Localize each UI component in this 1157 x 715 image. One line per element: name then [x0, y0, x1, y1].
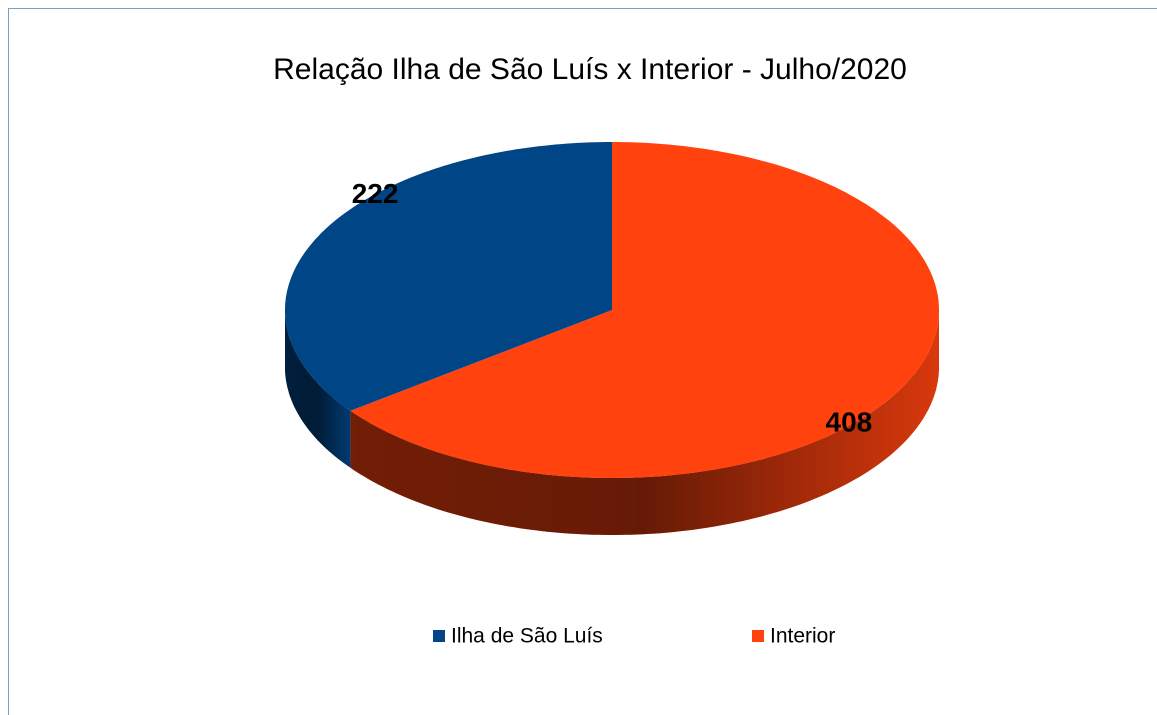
- legend-label: Interior: [770, 625, 835, 648]
- legend-swatch: [752, 630, 764, 642]
- slice-side-shade: [350, 310, 939, 535]
- slice: [350, 142, 939, 478]
- legend-swatch: [433, 630, 445, 642]
- slice: [285, 142, 612, 411]
- data-label: 408: [826, 407, 873, 438]
- pie: 408 222: [285, 142, 939, 535]
- legend-label: Ilha de São Luís: [451, 625, 603, 648]
- chart-title: Relação Ilha de São Luís x Interior - Ju…: [273, 53, 907, 86]
- slice-side-shade: [285, 310, 351, 468]
- legend: Ilha de São Luís Interior: [433, 625, 835, 648]
- data-label: 222: [352, 178, 399, 209]
